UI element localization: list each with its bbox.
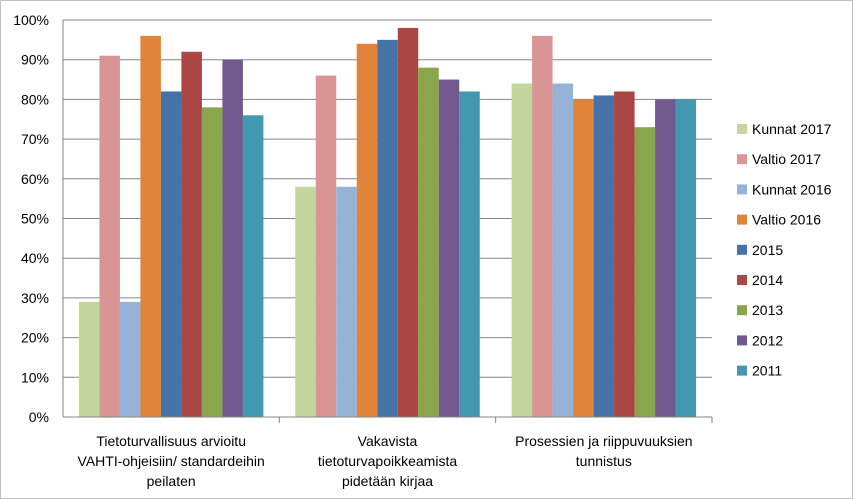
legend-label: 2012	[752, 332, 783, 348]
y-tick-label: 50%	[21, 211, 49, 227]
category-label: Vakavista tietoturvapoikkeamista pidetään …	[318, 433, 458, 489]
bar	[552, 83, 574, 418]
category-label-line: tietoturvapoikkeamista	[318, 453, 458, 469]
bar	[119, 301, 141, 417]
legend-swatch	[737, 335, 747, 346]
legend-swatch	[737, 184, 747, 195]
category-label-line: Vakavista	[358, 433, 418, 449]
category-label-line: Tietoturvallisuus arvioitu	[96, 433, 246, 449]
bar	[78, 301, 100, 417]
bars	[78, 27, 697, 418]
bar	[511, 83, 533, 418]
bar	[634, 127, 656, 417]
bar	[614, 91, 635, 418]
bar	[418, 67, 439, 417]
bar	[201, 107, 223, 417]
bar	[397, 27, 419, 417]
axes	[62, 20, 713, 423]
legend-label: Valtio 2017	[752, 151, 821, 167]
bar	[356, 43, 378, 417]
bar	[242, 115, 264, 417]
legend-swatch	[737, 305, 747, 316]
category-label-line: VAHTI-ohjeisiin/ standardeihin	[78, 453, 265, 469]
category-label-line: pidetään kirjaa	[342, 473, 433, 489]
legend-swatch	[737, 365, 747, 376]
legend-label: 2011	[752, 363, 782, 379]
bar	[459, 91, 480, 418]
bar	[532, 35, 553, 417]
bar	[573, 99, 594, 418]
legend-label: Kunnat 2016	[752, 181, 832, 197]
legend-label: Valtio 2016	[752, 212, 821, 228]
legend-label: 2014	[752, 272, 783, 288]
legend-swatch	[737, 275, 747, 285]
bar	[222, 59, 243, 417]
y-tick-label: 90%	[21, 52, 49, 68]
y-tick-label: 60%	[21, 171, 49, 187]
x-axis-category-labels: Tietoturvallisuus arvioitu VAHTI-ohjeisii…	[78, 433, 693, 489]
bar	[593, 95, 615, 418]
legend-swatch	[737, 244, 747, 255]
legend-label: Kunnat 2017	[752, 121, 832, 137]
category-label-line: peilaten	[147, 473, 196, 489]
bar	[675, 99, 697, 418]
y-tick-label: 80%	[21, 91, 49, 107]
legend-swatch	[737, 154, 747, 165]
y-tick-label: 100%	[13, 12, 49, 28]
bar	[377, 39, 398, 417]
bar	[655, 99, 676, 418]
category-label: Prosessien ja riippuvuuksien tunnistus	[515, 433, 692, 469]
category-label-line: tunnistus	[576, 453, 632, 469]
legend-swatch	[737, 124, 747, 134]
bar	[295, 186, 316, 417]
bar	[181, 51, 202, 417]
y-tick-label: 40%	[21, 250, 49, 266]
legend-swatch	[737, 214, 747, 225]
legend-label: 2013	[752, 302, 783, 318]
bar	[160, 91, 182, 418]
bar	[140, 35, 161, 417]
y-tick-label: 20%	[21, 330, 49, 346]
legend-label: 2015	[752, 242, 783, 258]
bar	[99, 55, 120, 417]
legend: Kunnat 2017 Valtio 2017 Kunnat 2016 Valtio …	[737, 121, 832, 379]
bar	[438, 79, 460, 418]
y-tick-label: 30%	[21, 290, 49, 306]
bar	[336, 186, 357, 417]
y-tick-label: 70%	[21, 131, 49, 147]
y-tick-label: 10%	[21, 369, 49, 385]
category-label-line: Prosessien ja riippuvuuksien	[515, 433, 692, 449]
y-axis-tick-labels: 0% 10% 20% 30% 40% 50% 60% 70% 80% 90% 100%	[13, 12, 49, 425]
category-label: Tietoturvallisuus arvioitu VAHTI-ohjeisii…	[78, 433, 265, 489]
y-tick-label: 0%	[29, 409, 49, 425]
bar	[315, 75, 337, 417]
